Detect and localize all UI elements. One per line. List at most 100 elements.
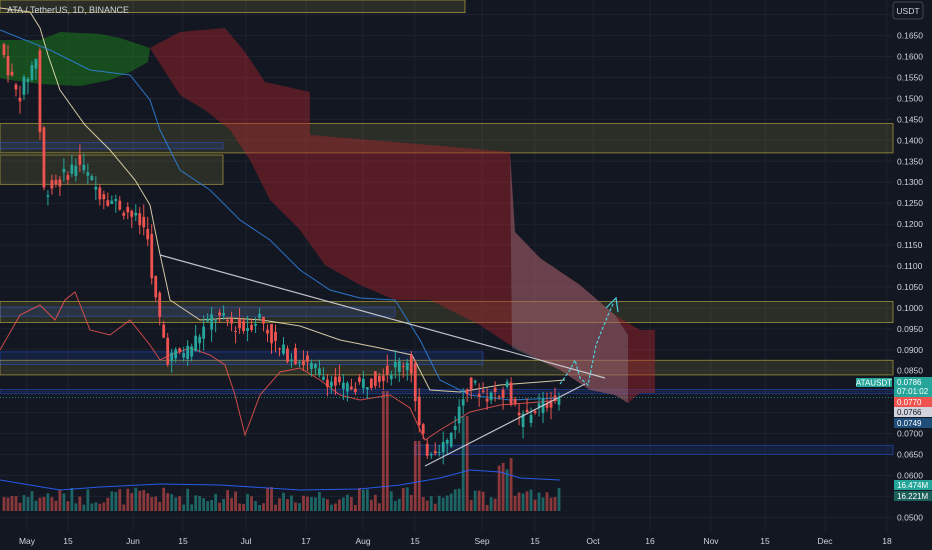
candle-body-16 xyxy=(66,175,70,180)
volume-bar-48 xyxy=(194,495,198,511)
candle-body-94 xyxy=(377,375,381,382)
volume-bar-107 xyxy=(429,496,433,511)
candle-body-107 xyxy=(429,454,433,456)
volume-bar-127 xyxy=(509,458,513,511)
volume-bar-70 xyxy=(282,492,285,511)
symbol-title[interactable]: ATA / TetherUS, 1D, BINANCE xyxy=(7,5,129,15)
y-tick-14: 0.1000 xyxy=(897,303,923,313)
volume-bar-43 xyxy=(174,497,178,511)
volume-bar-103 xyxy=(413,441,417,511)
volume-bar-113 xyxy=(453,489,457,511)
candle-body-97 xyxy=(389,374,393,380)
volume-bar-61 xyxy=(246,493,249,511)
candle-body-102 xyxy=(409,355,413,374)
x-tick-15: 18 xyxy=(882,536,892,546)
volume-bar-50 xyxy=(202,498,206,511)
candle-body-137 xyxy=(549,401,553,408)
volume-bars xyxy=(2,391,561,511)
volume-bar-46 xyxy=(186,488,190,511)
candle-body-95 xyxy=(381,375,385,382)
currency-button[interactable]: USDT xyxy=(892,1,924,20)
volume-bar-123 xyxy=(493,498,497,511)
volume-bar-25 xyxy=(102,502,106,511)
volume-bar-131 xyxy=(525,491,529,511)
volume-bar-126 xyxy=(505,469,509,511)
time-axis[interactable]: May 15 Jun 15 Jul 17 Aug 15 Sep 15 Oct 16 Nov 15 Dec 18 xyxy=(19,536,892,546)
volume-bar-27 xyxy=(110,491,114,511)
volume-bar-55 xyxy=(222,498,225,511)
volume-bar-15 xyxy=(62,493,66,511)
candle-body-33 xyxy=(134,212,138,216)
candle-body-67 xyxy=(270,323,273,344)
volume-bar-125 xyxy=(501,462,505,511)
volume-bar-33 xyxy=(134,487,138,511)
volume-bar-102 xyxy=(409,494,413,511)
candle-body-108 xyxy=(433,451,437,454)
candle-body-115 xyxy=(461,399,465,406)
candle-body-15 xyxy=(62,168,66,173)
volume-bar-6 xyxy=(26,496,30,511)
x-tick-4: Jul xyxy=(241,536,252,546)
candle-body-12 xyxy=(50,180,54,189)
y-tick-7: 0.1350 xyxy=(897,156,923,166)
candle-body-128 xyxy=(513,399,517,405)
indicator-lines xyxy=(0,7,566,491)
x-tick-14: Dec xyxy=(817,536,833,546)
x-tick-7: 15 xyxy=(410,536,420,546)
candle-body-104 xyxy=(417,396,421,425)
candle-body-5 xyxy=(22,76,26,95)
volume-bar-38 xyxy=(154,496,158,511)
volume-bar-84 xyxy=(338,499,341,511)
candle-body-131 xyxy=(525,409,529,412)
volume-bar-115 xyxy=(461,416,465,511)
y-tick-9: 0.1250 xyxy=(897,198,923,208)
candle-body-27 xyxy=(110,200,114,204)
candle-body-81 xyxy=(326,379,329,388)
volume-bar-29 xyxy=(118,489,122,511)
volume-bar-32 xyxy=(130,493,134,511)
volume-bar-73 xyxy=(294,502,297,511)
price-red-tag: 0.0770 xyxy=(897,398,922,407)
candle-body-98 xyxy=(393,361,397,368)
candle-body-99 xyxy=(397,361,401,372)
candle-body-100 xyxy=(401,366,405,368)
volume-bar-111 xyxy=(445,495,449,511)
candlesticks xyxy=(2,42,561,465)
volume-ma-line xyxy=(0,469,561,491)
x-tick-13: 15 xyxy=(760,536,770,546)
x-tick-6: Aug xyxy=(355,536,370,546)
candle-body-40 xyxy=(162,324,166,338)
candle-body-18 xyxy=(74,165,78,176)
candle-body-79 xyxy=(318,368,321,375)
candle-body-66 xyxy=(266,329,269,334)
candle-body-2 xyxy=(10,71,14,76)
demand-band-0 xyxy=(0,142,224,150)
volume-bar-13 xyxy=(54,500,58,511)
price-blue-tag: 0.0749 xyxy=(897,419,922,428)
volume-bar-97 xyxy=(389,491,393,511)
volume-bar-90 xyxy=(361,489,365,511)
candle-body-92 xyxy=(369,378,373,388)
y-tick-24: 0.0500 xyxy=(897,512,923,522)
volume-bar-101 xyxy=(405,487,409,511)
x-tick-11: 16 xyxy=(645,536,655,546)
volume-bar-119 xyxy=(477,490,481,511)
last-price-tag: 0.0786 xyxy=(897,378,922,387)
volume-bar-106 xyxy=(425,500,429,511)
candle-body-43 xyxy=(174,349,178,359)
candle-body-19 xyxy=(78,155,82,165)
volume-bar-99 xyxy=(397,498,401,511)
volume-bar-58 xyxy=(234,491,237,511)
volume-bar-132 xyxy=(529,489,533,511)
volume-bar-88 xyxy=(353,504,357,511)
volume-bar-54 xyxy=(218,502,222,511)
volume-bar-10 xyxy=(42,496,46,511)
volume-bar-18 xyxy=(74,503,78,511)
candle-body-11 xyxy=(46,195,50,197)
candle-body-24 xyxy=(98,187,102,200)
candle-body-25 xyxy=(102,194,106,200)
candle-body-44 xyxy=(178,348,182,353)
candle-body-116 xyxy=(465,389,469,395)
supply-1325-zone xyxy=(0,154,224,185)
